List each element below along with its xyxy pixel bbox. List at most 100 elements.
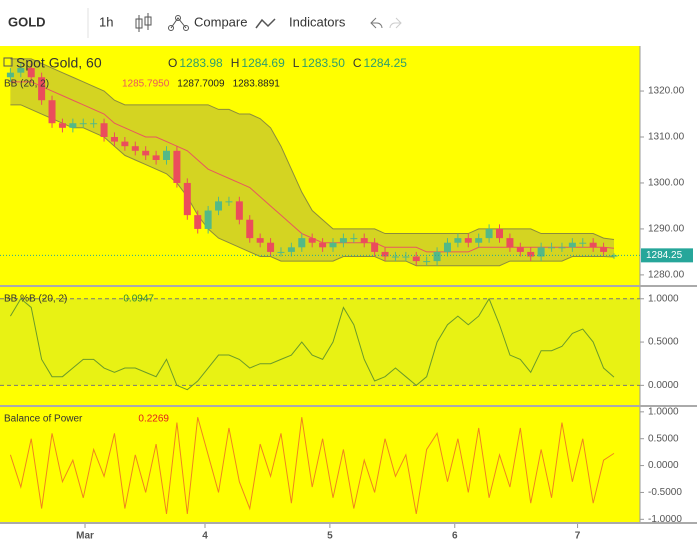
candle-body [267,242,275,252]
y-tick-label: 0.0000 [648,380,679,391]
y-tick-label: 0.0000 [648,460,679,471]
price-axis-bg [640,407,697,522]
x-tick-label: 7 [575,531,581,542]
interval[interactable]: 1h [99,14,113,29]
candle-body [339,238,347,243]
y-tick-label: 0.5000 [648,337,679,348]
candle-body [350,238,358,240]
legend-box [3,57,13,67]
candle-body [360,238,368,243]
toolbar: GOLD 1h Compare Indicators [0,0,697,46]
ohlc-key: H [231,56,240,70]
candle-body [163,150,171,160]
candle-body [277,251,285,253]
symbol[interactable]: GOLD [8,14,46,29]
series-line [9,417,615,515]
series-line [10,58,615,240]
candle-body [110,137,118,142]
candle-body [371,242,379,252]
indicator-value: 0.2269 [138,414,169,425]
x-tick-label: Mar [76,531,94,542]
candle-body [183,182,191,216]
candle-body [391,256,399,258]
toolbar-bg [0,0,697,46]
y-tick-label: -0.5000 [648,487,682,498]
last-price-tag [641,248,693,263]
candle-body [204,210,212,229]
candle-body [287,247,295,252]
compare-icon[interactable] [168,15,189,31]
band-fill [10,58,614,266]
candle-body [506,238,514,248]
candle-body [589,242,597,248]
candle-body [537,247,545,257]
y-tick-label: 1310.00 [648,132,685,143]
candle-body [79,123,87,125]
candle-body [48,100,56,124]
candle-body [58,123,66,128]
indicator-name: BB (20, 2) [4,79,49,90]
y-tick-label: -1.0000 [648,514,682,525]
y-tick-label: 1300.00 [648,178,685,189]
undo[interactable] [370,17,383,29]
candle-body [69,123,77,128]
indicator-value: 1285.7950 [122,79,170,90]
candle-body [485,228,493,239]
candle-body [423,261,431,263]
candle-body [548,247,556,249]
candle-body [475,238,483,243]
candle-body [152,155,160,160]
candle-body [256,238,264,243]
series-line [10,104,615,267]
candle-body [17,68,25,73]
indicator-value: 1283.8891 [233,79,281,90]
candle-body [225,201,233,203]
y-tick-label: 1.0000 [648,293,679,304]
candle-body [402,256,410,258]
candle-body [516,247,524,252]
chart-title: Spot Gold, 60 [16,55,102,71]
indicators-icon[interactable] [255,18,276,29]
redo[interactable] [389,17,402,29]
candles-icon[interactable] [135,13,152,32]
band-fill [0,298,640,386]
indicator-value: 0.0947 [123,294,154,305]
candle-body [298,238,306,248]
candle-body [308,238,316,243]
candle-body [579,242,587,244]
indicator-value: 1287.7009 [177,79,225,90]
candle-body [568,242,576,248]
y-tick-label: 1.0000 [648,406,679,417]
candle-body [381,251,389,257]
candle-body [454,238,462,243]
series-line [9,297,615,391]
candle-body [38,77,46,101]
candle-body [433,251,441,262]
candle-body [246,219,254,239]
candle-body [319,242,327,248]
y-tick-label: 0.5000 [648,433,679,444]
candle-body [142,150,150,156]
candle-body [6,72,14,78]
indicators[interactable]: Indicators [289,14,346,29]
ohlc-value: 1284.69 [241,56,285,70]
candle-body [90,123,98,125]
candle-body [412,256,420,262]
candle-body [443,242,451,252]
indicator-name: BB %B (20, 2) [4,294,67,305]
price-axis-bg [640,46,697,285]
x-tick-label: 6 [452,531,458,542]
candle-body [100,123,108,138]
candle-body [558,247,566,249]
candle-body [131,146,139,151]
candle-body [464,238,472,243]
ohlc-key: L [293,56,300,70]
price-axis-bg [640,287,697,405]
candle-body [610,255,618,257]
candle-body [329,242,337,248]
compare[interactable]: Compare [194,14,247,29]
candle-body [121,141,129,147]
x-tick-label: 4 [202,531,208,542]
candle-body [194,215,202,229]
